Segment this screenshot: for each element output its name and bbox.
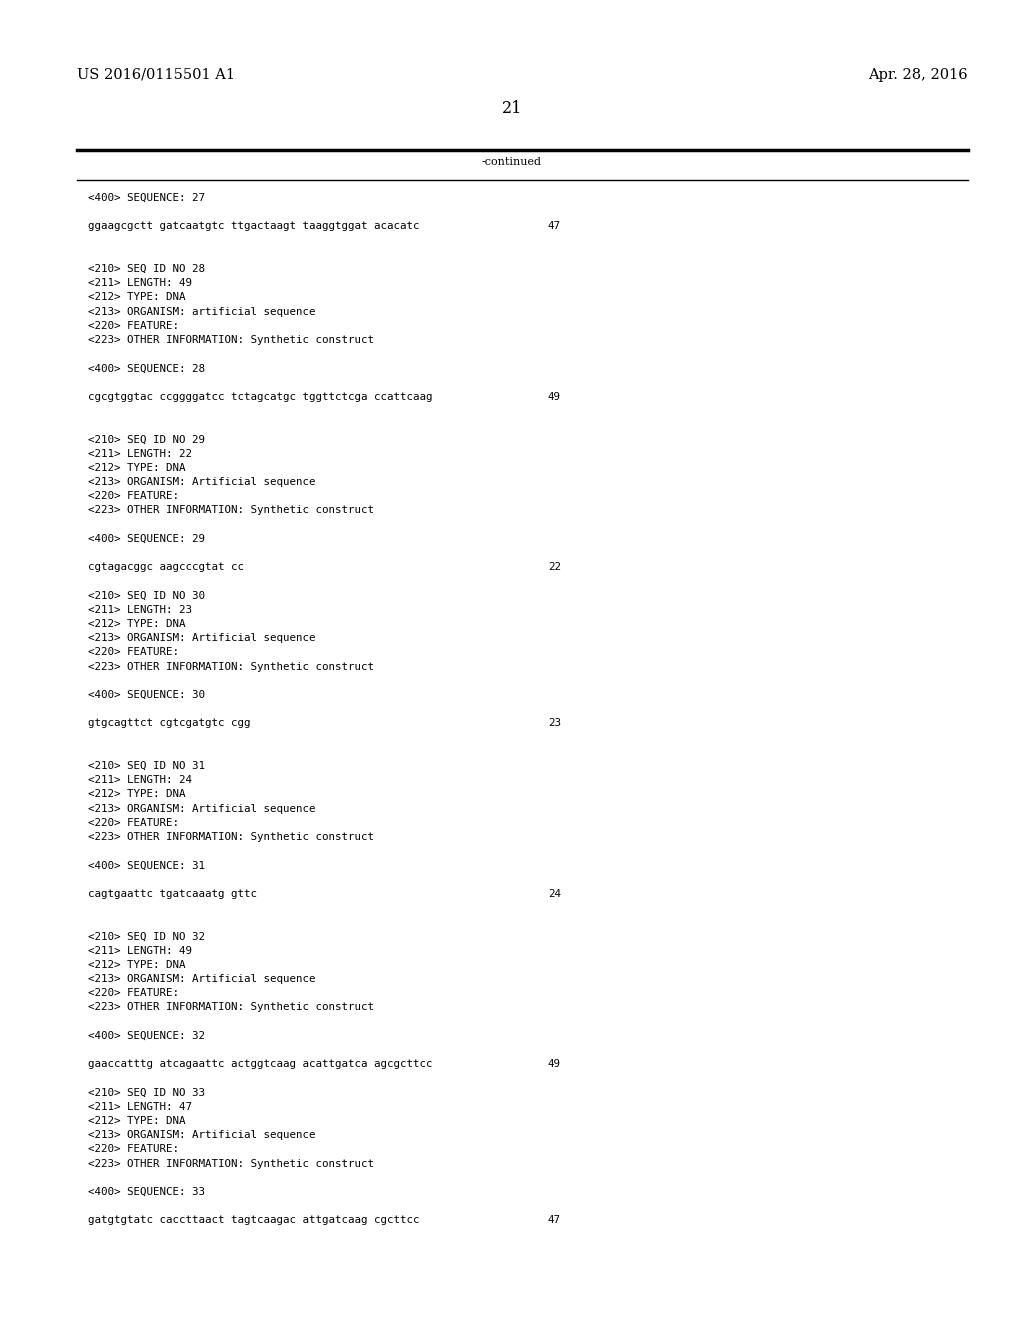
Text: <210> SEQ ID NO 32: <210> SEQ ID NO 32 bbox=[88, 932, 205, 941]
Text: <211> LENGTH: 22: <211> LENGTH: 22 bbox=[88, 449, 193, 458]
Text: <212> TYPE: DNA: <212> TYPE: DNA bbox=[88, 619, 185, 630]
Text: ggaagcgctt gatcaatgtc ttgactaagt taaggtggat acacatc: ggaagcgctt gatcaatgtc ttgactaagt taaggtg… bbox=[88, 222, 420, 231]
Text: <211> LENGTH: 47: <211> LENGTH: 47 bbox=[88, 1102, 193, 1111]
Text: <211> LENGTH: 49: <211> LENGTH: 49 bbox=[88, 945, 193, 956]
Text: <223> OTHER INFORMATION: Synthetic construct: <223> OTHER INFORMATION: Synthetic const… bbox=[88, 1002, 374, 1012]
Text: 47: 47 bbox=[548, 222, 561, 231]
Text: <210> SEQ ID NO 33: <210> SEQ ID NO 33 bbox=[88, 1088, 205, 1098]
Text: <213> ORGANISM: Artificial sequence: <213> ORGANISM: Artificial sequence bbox=[88, 1130, 315, 1140]
Text: 24: 24 bbox=[548, 888, 561, 899]
Text: <223> OTHER INFORMATION: Synthetic construct: <223> OTHER INFORMATION: Synthetic const… bbox=[88, 1159, 374, 1168]
Text: <400> SEQUENCE: 31: <400> SEQUENCE: 31 bbox=[88, 861, 205, 870]
Text: cgcgtggtac ccggggatcc tctagcatgc tggttctcga ccattcaag: cgcgtggtac ccggggatcc tctagcatgc tggttct… bbox=[88, 392, 432, 401]
Text: <223> OTHER INFORMATION: Synthetic construct: <223> OTHER INFORMATION: Synthetic const… bbox=[88, 832, 374, 842]
Text: 22: 22 bbox=[548, 562, 561, 572]
Text: <400> SEQUENCE: 28: <400> SEQUENCE: 28 bbox=[88, 363, 205, 374]
Text: <210> SEQ ID NO 30: <210> SEQ ID NO 30 bbox=[88, 590, 205, 601]
Text: <223> OTHER INFORMATION: Synthetic construct: <223> OTHER INFORMATION: Synthetic const… bbox=[88, 661, 374, 672]
Text: 23: 23 bbox=[548, 718, 561, 729]
Text: <220> FEATURE:: <220> FEATURE: bbox=[88, 989, 179, 998]
Text: 47: 47 bbox=[548, 1216, 561, 1225]
Text: <210> SEQ ID NO 28: <210> SEQ ID NO 28 bbox=[88, 264, 205, 275]
Text: <220> FEATURE:: <220> FEATURE: bbox=[88, 321, 179, 331]
Text: <210> SEQ ID NO 31: <210> SEQ ID NO 31 bbox=[88, 762, 205, 771]
Text: <212> TYPE: DNA: <212> TYPE: DNA bbox=[88, 789, 185, 800]
Text: gatgtgtatc caccttaact tagtcaagac attgatcaag cgcttcc: gatgtgtatc caccttaact tagtcaagac attgatc… bbox=[88, 1216, 420, 1225]
Text: <211> LENGTH: 23: <211> LENGTH: 23 bbox=[88, 605, 193, 615]
Text: <220> FEATURE:: <220> FEATURE: bbox=[88, 1144, 179, 1155]
Text: <220> FEATURE:: <220> FEATURE: bbox=[88, 818, 179, 828]
Text: <213> ORGANISM: Artificial sequence: <213> ORGANISM: Artificial sequence bbox=[88, 974, 315, 983]
Text: <212> TYPE: DNA: <212> TYPE: DNA bbox=[88, 293, 185, 302]
Text: cgtagacggc aagcccgtat cc: cgtagacggc aagcccgtat cc bbox=[88, 562, 244, 572]
Text: <213> ORGANISM: Artificial sequence: <213> ORGANISM: Artificial sequence bbox=[88, 634, 315, 643]
Text: <213> ORGANISM: artificial sequence: <213> ORGANISM: artificial sequence bbox=[88, 306, 315, 317]
Text: -continued: -continued bbox=[482, 157, 542, 168]
Text: <213> ORGANISM: Artificial sequence: <213> ORGANISM: Artificial sequence bbox=[88, 804, 315, 813]
Text: 49: 49 bbox=[548, 1059, 561, 1069]
Text: <400> SEQUENCE: 32: <400> SEQUENCE: 32 bbox=[88, 1031, 205, 1040]
Text: US 2016/0115501 A1: US 2016/0115501 A1 bbox=[77, 69, 234, 82]
Text: <223> OTHER INFORMATION: Synthetic construct: <223> OTHER INFORMATION: Synthetic const… bbox=[88, 335, 374, 345]
Text: <220> FEATURE:: <220> FEATURE: bbox=[88, 647, 179, 657]
Text: <212> TYPE: DNA: <212> TYPE: DNA bbox=[88, 463, 185, 473]
Text: Apr. 28, 2016: Apr. 28, 2016 bbox=[868, 69, 968, 82]
Text: <220> FEATURE:: <220> FEATURE: bbox=[88, 491, 179, 502]
Text: gaaccatttg atcagaattc actggtcaag acattgatca agcgcttcc: gaaccatttg atcagaattc actggtcaag acattga… bbox=[88, 1059, 432, 1069]
Text: <211> LENGTH: 49: <211> LENGTH: 49 bbox=[88, 279, 193, 288]
Text: <212> TYPE: DNA: <212> TYPE: DNA bbox=[88, 960, 185, 970]
Text: <400> SEQUENCE: 29: <400> SEQUENCE: 29 bbox=[88, 533, 205, 544]
Text: cagtgaattc tgatcaaatg gttc: cagtgaattc tgatcaaatg gttc bbox=[88, 888, 257, 899]
Text: <212> TYPE: DNA: <212> TYPE: DNA bbox=[88, 1115, 185, 1126]
Text: <400> SEQUENCE: 27: <400> SEQUENCE: 27 bbox=[88, 193, 205, 203]
Text: <223> OTHER INFORMATION: Synthetic construct: <223> OTHER INFORMATION: Synthetic const… bbox=[88, 506, 374, 515]
Text: <213> ORGANISM: Artificial sequence: <213> ORGANISM: Artificial sequence bbox=[88, 477, 315, 487]
Text: <400> SEQUENCE: 30: <400> SEQUENCE: 30 bbox=[88, 690, 205, 700]
Text: <211> LENGTH: 24: <211> LENGTH: 24 bbox=[88, 775, 193, 785]
Text: 49: 49 bbox=[548, 392, 561, 401]
Text: gtgcagttct cgtcgatgtc cgg: gtgcagttct cgtcgatgtc cgg bbox=[88, 718, 251, 729]
Text: 21: 21 bbox=[502, 100, 522, 117]
Text: <400> SEQUENCE: 33: <400> SEQUENCE: 33 bbox=[88, 1187, 205, 1197]
Text: <210> SEQ ID NO 29: <210> SEQ ID NO 29 bbox=[88, 434, 205, 445]
